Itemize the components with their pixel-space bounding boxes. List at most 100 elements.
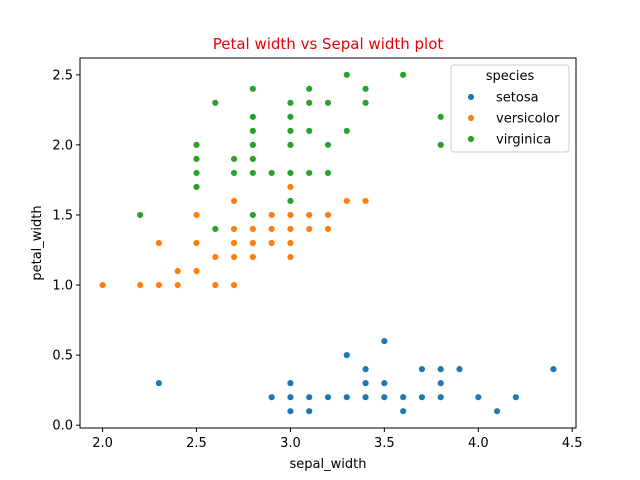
data-point-virginica bbox=[305, 127, 313, 135]
y-tick-label: 2.5 bbox=[52, 68, 73, 83]
data-point-setosa bbox=[493, 407, 501, 415]
data-point-versicolor bbox=[267, 239, 276, 247]
data-point-versicolor bbox=[192, 267, 201, 275]
y-axis-label: petal_width bbox=[30, 205, 45, 280]
data-point-virginica bbox=[211, 225, 219, 233]
x-tick-label: 2.5 bbox=[186, 436, 207, 451]
data-point-setosa bbox=[286, 407, 295, 415]
data-point-virginica bbox=[286, 197, 295, 205]
data-point-virginica bbox=[286, 169, 295, 177]
x-tick-label: 3.5 bbox=[374, 436, 395, 451]
x-tick-label: 4.5 bbox=[562, 436, 583, 451]
legend-items: setosa versicolor virginica bbox=[467, 91, 560, 148]
data-point-versicolor bbox=[230, 281, 238, 289]
series-virginica bbox=[136, 71, 445, 233]
legend: species setosa versicolor virginica bbox=[450, 64, 570, 153]
data-point-versicolor bbox=[211, 281, 219, 289]
data-point-virginica bbox=[286, 99, 295, 107]
data-point-setosa bbox=[418, 365, 426, 373]
data-point-virginica bbox=[324, 169, 332, 177]
data-point-versicolor bbox=[305, 211, 313, 219]
legend-title: species bbox=[486, 69, 535, 84]
data-point-virginica bbox=[249, 141, 257, 149]
data-point-setosa bbox=[549, 365, 558, 373]
legend-marker-versicolor bbox=[467, 114, 475, 122]
data-point-virginica bbox=[249, 169, 257, 177]
data-point-versicolor bbox=[286, 239, 295, 247]
data-point-virginica bbox=[324, 99, 332, 107]
data-point-setosa bbox=[437, 393, 445, 401]
x-tick-label: 3.0 bbox=[280, 436, 301, 451]
data-point-virginica bbox=[249, 113, 257, 121]
data-point-setosa bbox=[380, 379, 389, 387]
data-point-virginica bbox=[286, 127, 295, 135]
data-point-virginica bbox=[249, 127, 257, 135]
data-point-setosa bbox=[399, 407, 407, 415]
data-point-virginica bbox=[399, 71, 407, 79]
data-point-versicolor bbox=[249, 253, 257, 261]
data-point-virginica bbox=[249, 85, 257, 93]
data-point-versicolor bbox=[230, 239, 238, 247]
data-point-virginica bbox=[361, 85, 370, 93]
data-point-virginica bbox=[286, 141, 295, 149]
data-point-virginica bbox=[192, 155, 201, 163]
data-point-virginica bbox=[136, 211, 144, 219]
y-tick-label: 1.5 bbox=[52, 208, 73, 223]
data-point-setosa bbox=[399, 393, 407, 401]
data-point-setosa bbox=[286, 379, 295, 387]
data-point-virginica bbox=[230, 155, 238, 163]
data-point-versicolor bbox=[286, 183, 295, 191]
data-point-setosa bbox=[305, 393, 313, 401]
x-axis-label: sepal_width bbox=[290, 457, 367, 472]
data-point-virginica bbox=[230, 169, 238, 177]
data-point-setosa bbox=[437, 379, 445, 387]
legend-box bbox=[450, 64, 570, 153]
legend-marker-virginica bbox=[467, 135, 475, 143]
x-tick-label: 4.0 bbox=[468, 436, 489, 451]
data-point-setosa bbox=[305, 407, 313, 415]
data-point-virginica bbox=[286, 113, 295, 121]
data-point-versicolor bbox=[305, 225, 313, 233]
data-point-versicolor bbox=[324, 225, 332, 233]
data-point-virginica bbox=[267, 169, 276, 177]
data-point-versicolor bbox=[249, 239, 257, 247]
data-point-versicolor bbox=[230, 225, 238, 233]
data-point-versicolor bbox=[286, 253, 295, 261]
data-point-versicolor bbox=[155, 281, 163, 289]
y-tick-label: 0.0 bbox=[52, 419, 73, 434]
data-point-versicolor bbox=[211, 253, 219, 261]
y-axis: 0.0 0.5 1.0 1.5 2.0 2.5 bbox=[52, 68, 80, 434]
data-point-versicolor bbox=[267, 225, 276, 233]
data-point-setosa bbox=[343, 393, 351, 401]
data-point-setosa bbox=[418, 393, 426, 401]
data-point-setosa bbox=[380, 337, 389, 345]
data-point-setosa bbox=[267, 393, 276, 401]
legend-label-setosa: setosa bbox=[496, 91, 539, 106]
data-point-versicolor bbox=[343, 197, 351, 205]
data-point-virginica bbox=[361, 99, 370, 107]
data-point-setosa bbox=[343, 351, 351, 359]
data-point-virginica bbox=[211, 99, 219, 107]
data-point-setosa bbox=[437, 365, 445, 373]
y-tick-label: 1.0 bbox=[52, 279, 73, 294]
data-point-virginica bbox=[324, 141, 332, 149]
data-point-versicolor bbox=[173, 267, 182, 275]
data-point-setosa bbox=[361, 365, 370, 373]
series-setosa bbox=[155, 337, 558, 415]
data-point-versicolor bbox=[286, 225, 295, 233]
data-point-virginica bbox=[249, 211, 257, 219]
data-point-versicolor bbox=[230, 253, 238, 261]
data-point-virginica bbox=[249, 155, 257, 163]
plot-area bbox=[98, 71, 558, 415]
data-point-virginica bbox=[343, 71, 351, 79]
data-point-virginica bbox=[343, 127, 351, 135]
series-versicolor bbox=[98, 183, 370, 289]
data-point-setosa bbox=[474, 393, 483, 401]
x-tick-label: 2.0 bbox=[92, 436, 113, 451]
legend-label-versicolor: versicolor bbox=[496, 112, 560, 127]
data-point-virginica bbox=[305, 99, 313, 107]
data-point-setosa bbox=[155, 379, 163, 387]
data-point-virginica bbox=[192, 183, 201, 191]
data-point-setosa bbox=[361, 393, 370, 401]
data-point-virginica bbox=[437, 113, 445, 121]
